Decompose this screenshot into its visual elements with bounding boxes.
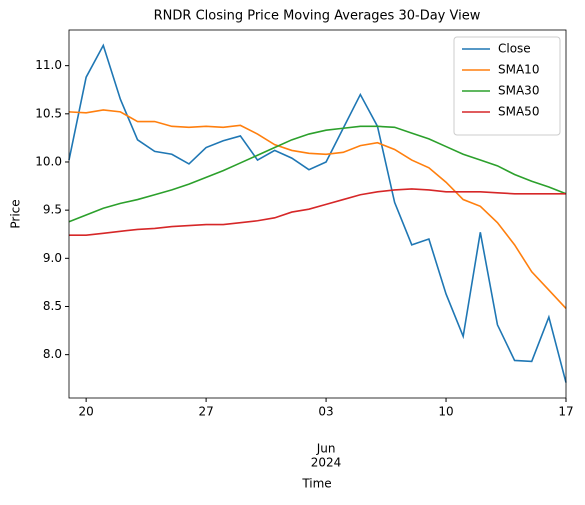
y-axis-label: Price bbox=[9, 199, 23, 228]
legend-label: SMA10 bbox=[498, 63, 539, 77]
y-tick-label: 11.0 bbox=[35, 58, 62, 72]
line bbox=[68, 109, 567, 309]
legend-box bbox=[453, 36, 561, 136]
plot-frame bbox=[68, 29, 567, 399]
x-sublabel: Jun bbox=[316, 442, 336, 456]
x-sublabel: 2024 bbox=[311, 456, 342, 470]
legend-label: SMA30 bbox=[498, 84, 539, 98]
y-tick-label: 10.5 bbox=[35, 106, 62, 120]
y-tick-label: 8.5 bbox=[43, 299, 62, 313]
x-tick-label: 20 bbox=[78, 405, 93, 419]
legend-label: SMA50 bbox=[498, 105, 539, 119]
line bbox=[68, 43, 567, 383]
x-tick-label: 27 bbox=[198, 405, 213, 419]
y-tick-label: 9.0 bbox=[43, 251, 62, 265]
line bbox=[69, 188, 566, 236]
legend-label: Close bbox=[498, 42, 531, 56]
line bbox=[68, 125, 567, 223]
x-tick-label: 03 bbox=[318, 405, 333, 419]
chart-title: RNDR Closing Price Moving Averages 30-Da… bbox=[154, 9, 481, 24]
x-tick-label: 10 bbox=[438, 405, 453, 419]
y-tick-label: 8.0 bbox=[43, 347, 62, 361]
x-tick-label: 17 bbox=[558, 405, 573, 419]
x-axis-label: Time bbox=[301, 477, 331, 491]
y-tick-label: 9.5 bbox=[43, 203, 62, 217]
y-tick-label: 10.0 bbox=[35, 154, 62, 168]
